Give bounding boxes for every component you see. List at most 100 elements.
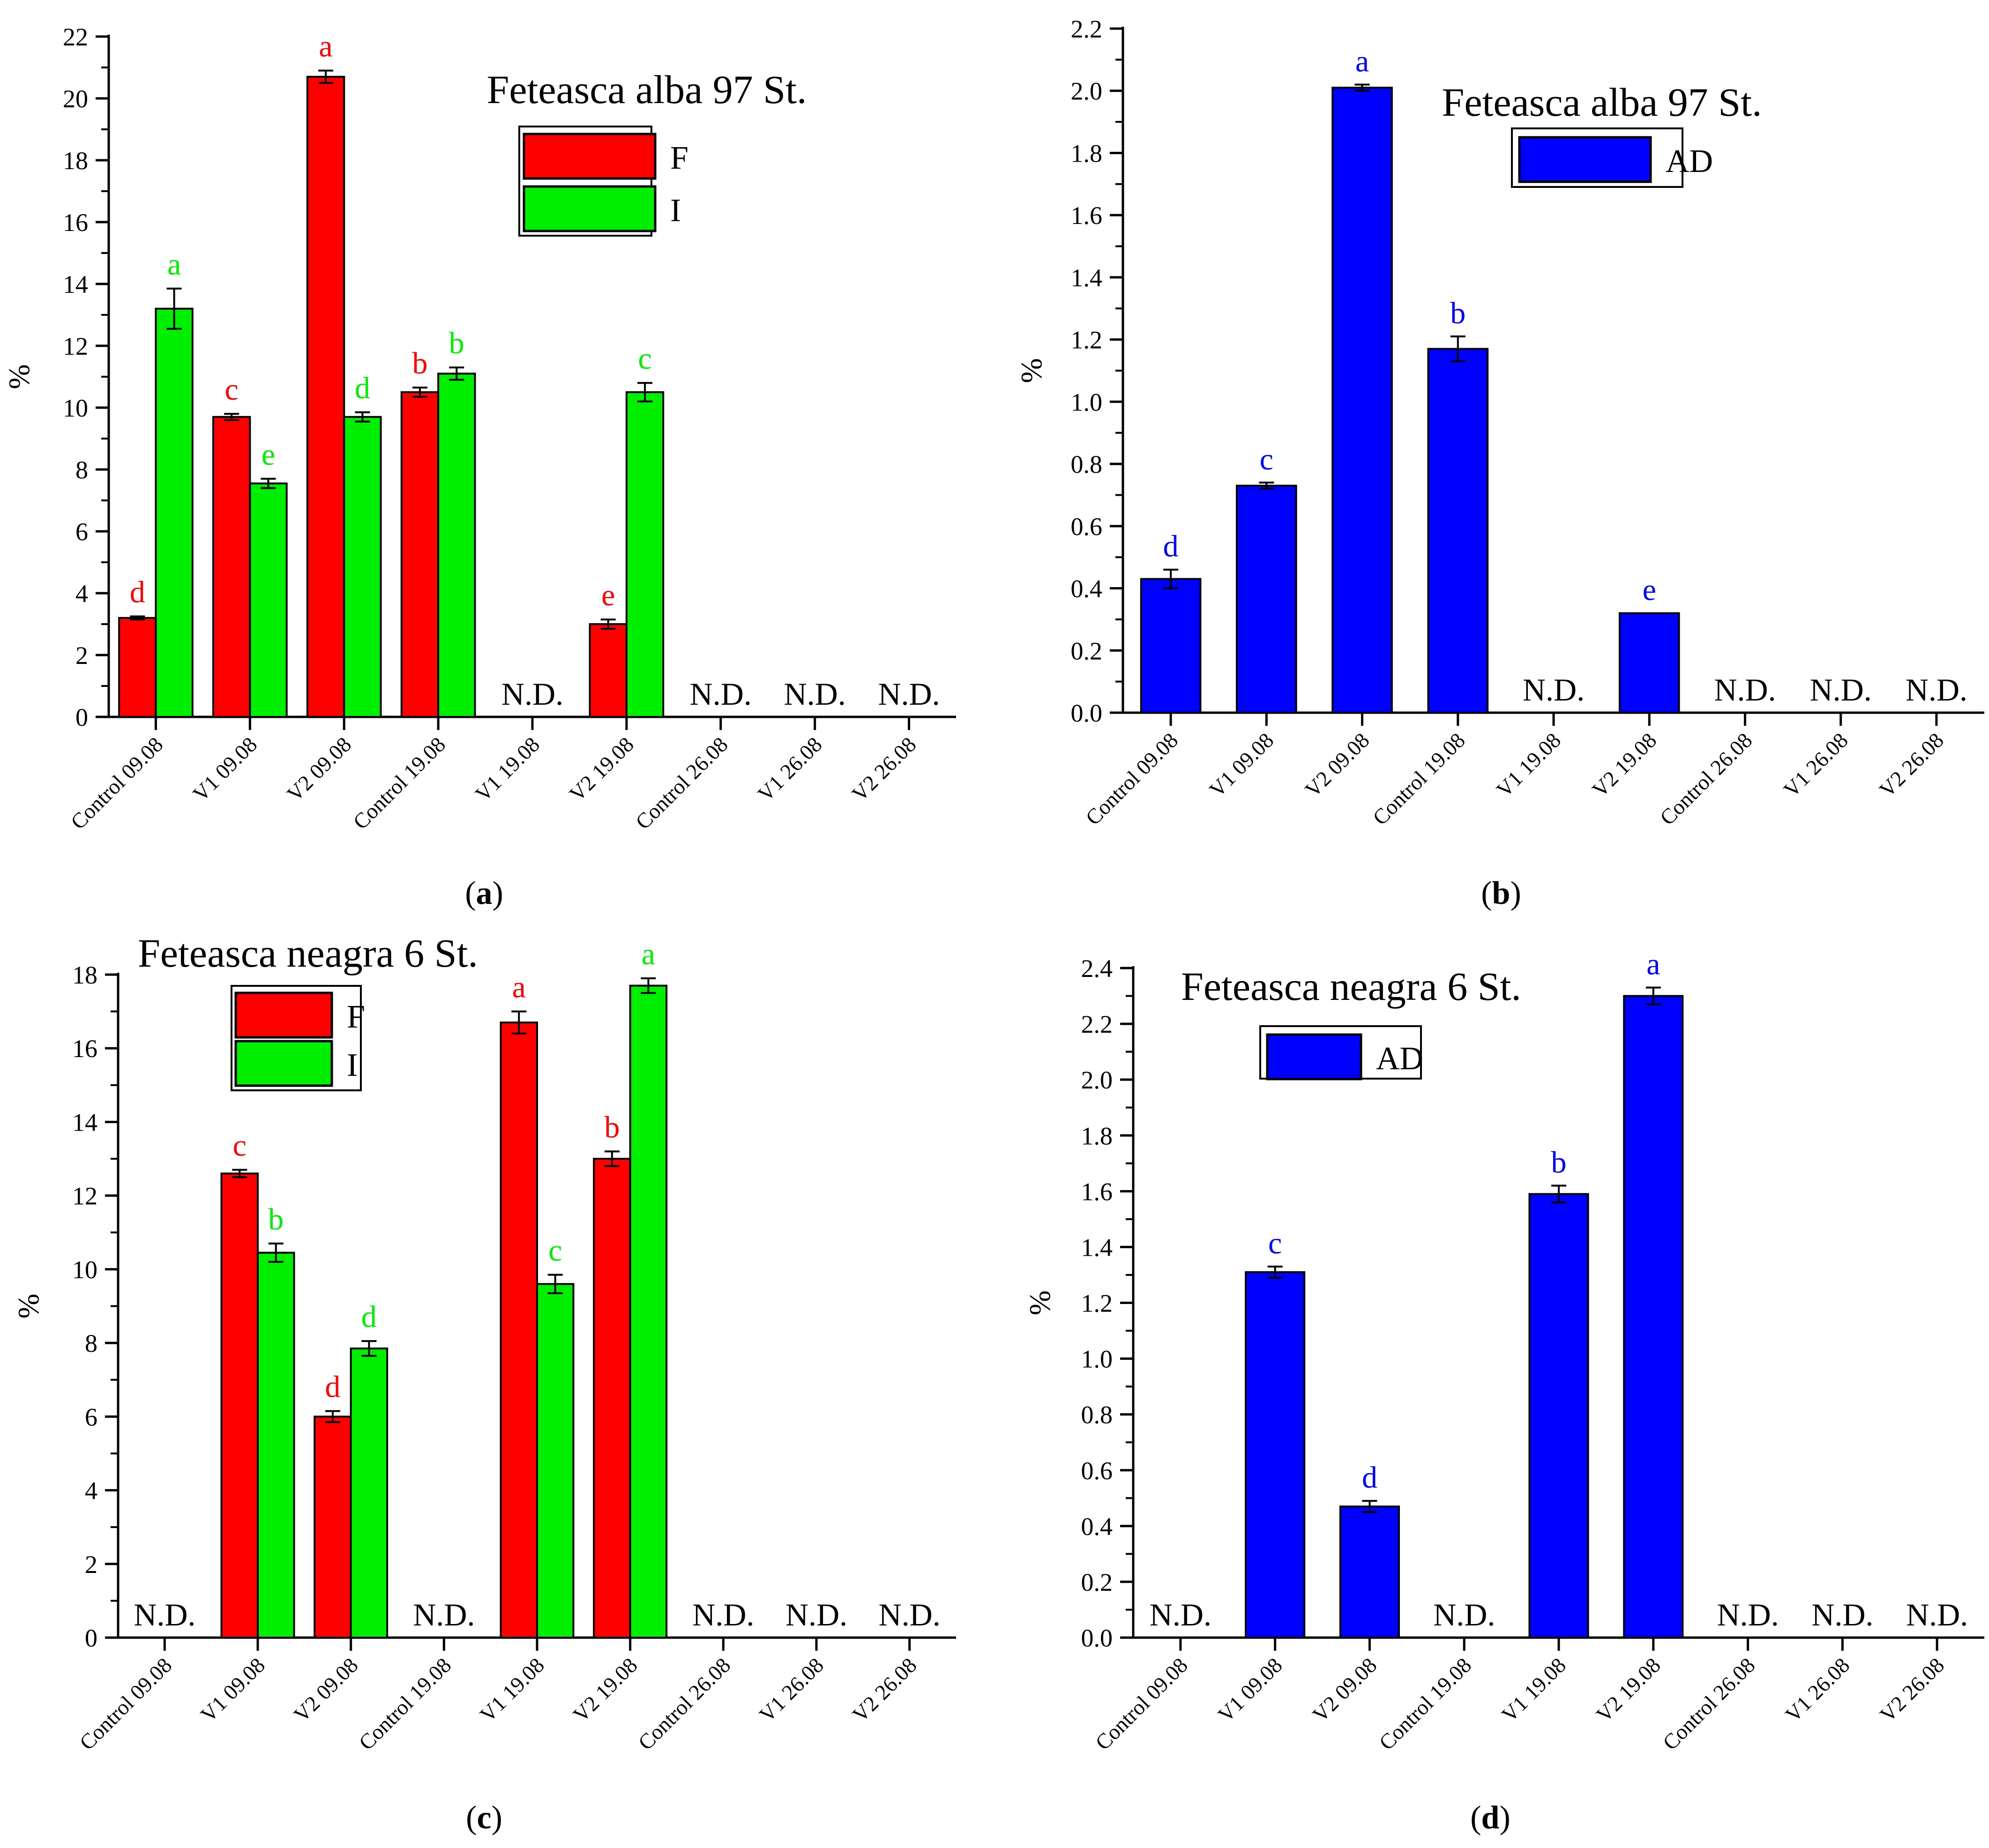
y-tick-label: 16 <box>72 1035 97 1063</box>
x-category-label: V2 19.08 <box>565 732 638 806</box>
y-tick-label: 6 <box>75 518 88 546</box>
x-category-label: Control 09.08 <box>75 1653 177 1755</box>
bar-f <box>593 1158 631 1639</box>
y-tick-label: 16 <box>63 209 88 237</box>
bar-f <box>306 75 345 718</box>
not-detected-label: N.D. <box>1810 672 1872 708</box>
not-detected-label: N.D. <box>1906 1597 1968 1632</box>
not-detected-label: N.D. <box>1433 1597 1495 1632</box>
bar-i <box>437 373 476 718</box>
x-category-label: V2 09.08 <box>1308 1653 1381 1727</box>
caption-paren-open: ( <box>466 1800 477 1836</box>
y-tick-label: 0.6 <box>1081 1457 1113 1485</box>
y-tick-label: 1.0 <box>1071 388 1103 416</box>
y-tick-label: 4 <box>75 580 88 608</box>
y-tick-label: 14 <box>72 1108 97 1136</box>
x-category-label: Control 19.08 <box>1368 728 1470 830</box>
not-detected-label: N.D. <box>1523 672 1585 708</box>
y-tick-label: 2.0 <box>1081 1066 1113 1094</box>
not-detected-label: N.D. <box>690 676 752 712</box>
significance-letter: c <box>233 1129 247 1163</box>
significance-letter: b <box>1450 296 1466 330</box>
legend-label: I <box>347 1047 358 1083</box>
not-detected-label: N.D. <box>1906 672 1967 708</box>
panel-caption: (c) <box>466 1800 502 1836</box>
caption-paren-close: ) <box>1499 1800 1510 1836</box>
x-category-label: V1 26.08 <box>755 1653 828 1727</box>
y-tick-label: 18 <box>72 961 97 989</box>
x-category-label: Control 19.08 <box>1375 1653 1476 1755</box>
y-tick-label: 1.2 <box>1071 326 1103 354</box>
y-tick-label: 0 <box>75 703 88 731</box>
significance-letter: e <box>1643 573 1656 607</box>
not-detected-label: N.D. <box>501 676 563 712</box>
y-tick-label: 8 <box>75 456 88 484</box>
y-tick-label: 22 <box>63 23 88 51</box>
legend-swatch-f <box>523 133 657 180</box>
y-tick-label: 1.0 <box>1081 1345 1113 1373</box>
not-detected-label: N.D. <box>878 676 940 712</box>
x-category-label: Control 19.08 <box>354 1653 456 1755</box>
bar-ad <box>1140 578 1202 714</box>
bar-i <box>249 482 288 718</box>
not-detected-label: N.D. <box>413 1597 475 1632</box>
bar-f <box>220 1172 259 1639</box>
x-category-label: Control 26.08 <box>631 732 733 834</box>
bar-ad <box>1427 348 1489 714</box>
bar-ad <box>1236 484 1297 714</box>
x-category-label: V1 19.08 <box>475 1653 549 1727</box>
bar-i <box>536 1283 575 1639</box>
not-detected-label: N.D. <box>1717 1597 1779 1632</box>
legend-swatch-i <box>523 185 657 232</box>
chart-title: Feteasca neagra 6 St. <box>138 931 478 976</box>
x-category-label: Control 09.08 <box>1091 1653 1192 1755</box>
x-category-label: V2 19.08 <box>1592 1653 1665 1727</box>
x-category-label: V1 19.08 <box>471 732 544 806</box>
x-category-label: V2 19.08 <box>568 1653 642 1727</box>
panel-b: 0.0 0.2 0.4 0.6 0.8 1.0 1.2 1.4 1.6 1.8 2.0 2.2% Con… <box>1015 15 1984 911</box>
y-tick-label: 2 <box>85 1550 97 1579</box>
bar-ad <box>1528 1193 1589 1639</box>
x-category-label: V2 26.08 <box>848 1653 921 1727</box>
y-tick-label: 20 <box>63 85 88 113</box>
significance-letter: d <box>361 1300 377 1334</box>
significance-letter: b <box>1551 1145 1567 1179</box>
not-detected-label: N.D. <box>1714 672 1776 708</box>
x-category-label: V1 09.08 <box>196 1653 269 1727</box>
significance-letter: b <box>449 326 464 360</box>
y-tick-label: 12 <box>63 332 88 360</box>
y-axis-label: % <box>12 1294 45 1319</box>
x-category-label: Control 09.08 <box>1081 728 1182 830</box>
x-category-label: V2 09.08 <box>282 732 356 806</box>
x-category-label: V1 09.08 <box>188 732 262 806</box>
not-detected-label: N.D. <box>879 1597 941 1632</box>
caption-letter: d <box>1481 1800 1500 1836</box>
y-tick-label: 2.4 <box>1081 954 1113 983</box>
bar-i <box>350 1347 389 1639</box>
y-tick-label: 0.0 <box>1071 699 1103 727</box>
x-category-label: V1 26.08 <box>1779 728 1853 802</box>
panel-d: 0.0 0.2 0.4 0.6 0.8 1.0 1.2 1.4 1.6 1.8 2.0 2.2 2.4%… <box>1023 947 1984 1836</box>
legend-label: AD <box>1666 143 1713 179</box>
caption-paren-close: ) <box>1510 875 1521 911</box>
legend-label: AD <box>1376 1041 1423 1077</box>
y-tick-label: 8 <box>85 1329 97 1357</box>
bar-f <box>500 1021 538 1639</box>
y-tick-label: 2.0 <box>1071 77 1103 105</box>
legend-swatch-ad <box>1266 1033 1362 1080</box>
x-category-label: V1 09.08 <box>1204 728 1278 802</box>
y-tick-label: 1.6 <box>1071 201 1103 230</box>
y-tick-label: 10 <box>63 394 88 422</box>
y-tick-label: 14 <box>63 270 88 298</box>
significance-letter: c <box>1260 442 1273 477</box>
bar-i <box>257 1252 295 1639</box>
y-tick-label: 0.2 <box>1071 637 1103 665</box>
y-tick-label: 0.6 <box>1071 513 1103 541</box>
caption-paren-open: ( <box>465 875 476 911</box>
x-category-label: V2 26.08 <box>847 732 920 806</box>
y-tick-label: 1.8 <box>1081 1122 1113 1150</box>
y-tick-label: 1.2 <box>1081 1289 1113 1318</box>
y-axis-label: % <box>1023 1290 1056 1315</box>
significance-letter: a <box>512 970 526 1005</box>
